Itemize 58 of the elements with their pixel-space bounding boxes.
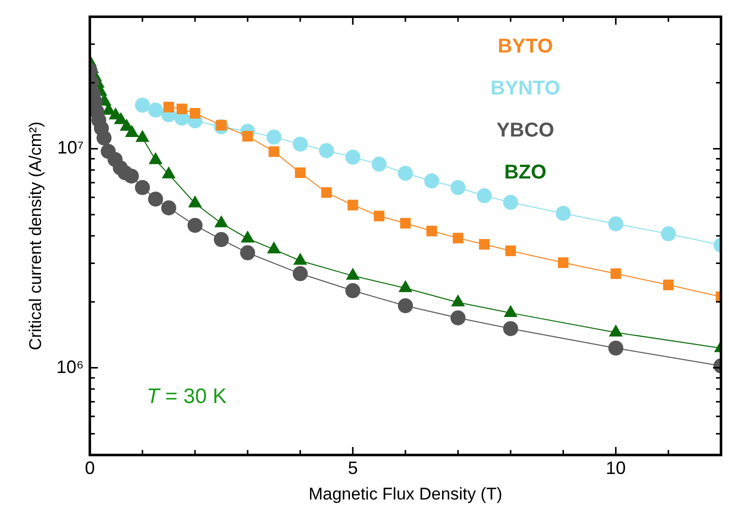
point	[188, 218, 203, 233]
point	[292, 266, 308, 282]
point	[321, 187, 332, 198]
point	[374, 210, 384, 222]
point	[479, 239, 490, 250]
point	[190, 108, 200, 119]
point	[660, 226, 676, 242]
point	[663, 280, 674, 290]
text: BZO	[504, 161, 546, 184]
point	[398, 166, 413, 181]
point	[505, 246, 516, 256]
point	[163, 102, 174, 112]
annotation: T = 30 K	[146, 384, 227, 408]
point	[124, 168, 139, 184]
point	[176, 104, 188, 114]
text: YBCO	[496, 119, 554, 142]
x-tick-label: 5	[348, 458, 358, 478]
y-tick-label: 10⁶	[56, 356, 84, 377]
point	[161, 200, 176, 216]
point	[608, 340, 624, 356]
point	[345, 150, 360, 165]
point	[424, 173, 440, 188]
point	[503, 321, 518, 336]
point	[345, 283, 360, 298]
point	[96, 130, 112, 146]
point	[476, 188, 492, 204]
point	[148, 102, 164, 118]
point	[610, 268, 622, 279]
x-tick-label: 10	[606, 458, 626, 478]
point	[558, 257, 569, 268]
point	[398, 298, 413, 314]
point	[134, 180, 150, 196]
text: BYTO	[498, 35, 553, 58]
point	[450, 180, 466, 196]
y-axis-title: Critical current density (A/cm²)	[26, 122, 45, 350]
point	[268, 146, 280, 157]
point	[348, 200, 358, 210]
point	[450, 310, 466, 326]
point	[240, 245, 256, 260]
point	[426, 226, 438, 236]
point	[452, 232, 464, 244]
point	[266, 130, 282, 145]
point	[503, 194, 518, 210]
point	[242, 130, 253, 142]
point	[292, 136, 308, 152]
point	[319, 143, 334, 158]
point	[294, 167, 306, 178]
text: BYNTO	[490, 77, 560, 100]
point	[400, 218, 411, 229]
x-axis-title: Magnetic Flux Density (T)	[308, 484, 502, 504]
point	[134, 98, 150, 113]
point	[372, 156, 387, 172]
point	[214, 232, 229, 248]
point	[556, 206, 571, 221]
y-tick-label: 10⁷	[57, 138, 84, 158]
x-tick-label: 0	[84, 458, 95, 478]
point	[608, 216, 624, 232]
point	[148, 192, 164, 207]
